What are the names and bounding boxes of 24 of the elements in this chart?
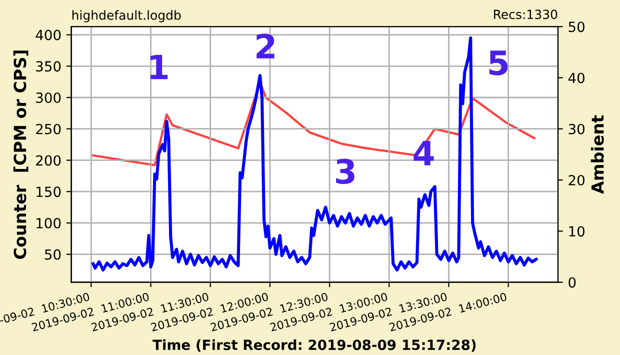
y2-tick-label: 40 [568,72,584,84]
y2-tick-label: 10 [569,226,584,237]
y-tick-label: 150 [36,186,61,198]
y-tick-label: 200 [36,155,61,166]
y2-tick-label: 0 [568,277,576,288]
y2-tick-label: 20 [568,174,584,186]
y-tick-label: 50 [44,249,61,260]
y2-axis-title: Ambient [590,115,604,194]
y-tick-label: 250 [36,124,61,134]
text: Recs:1330 [494,10,558,20]
y2-tick-label: 30 [568,124,584,134]
y-axis-title: Counter [CPM or CPS] [13,50,28,259]
y-tick-label: 300 [36,92,61,103]
y2-tick-label: 50 [568,22,584,32]
annotation: 1 [150,54,168,80]
y-tick-label: 100 [36,218,61,228]
chart-title: highdefault.logdb [72,10,181,22]
y-tick-label: 400 [36,30,61,40]
annotation: 4 [414,140,434,166]
x-axis-title: Time (First Record: 2019-08-09 15:17:28) [152,339,476,352]
y-tick-label: 350 [36,61,61,72]
annotation: 2 [256,34,274,58]
annotation: 3 [336,158,354,184]
annotation: 5 [489,50,508,76]
